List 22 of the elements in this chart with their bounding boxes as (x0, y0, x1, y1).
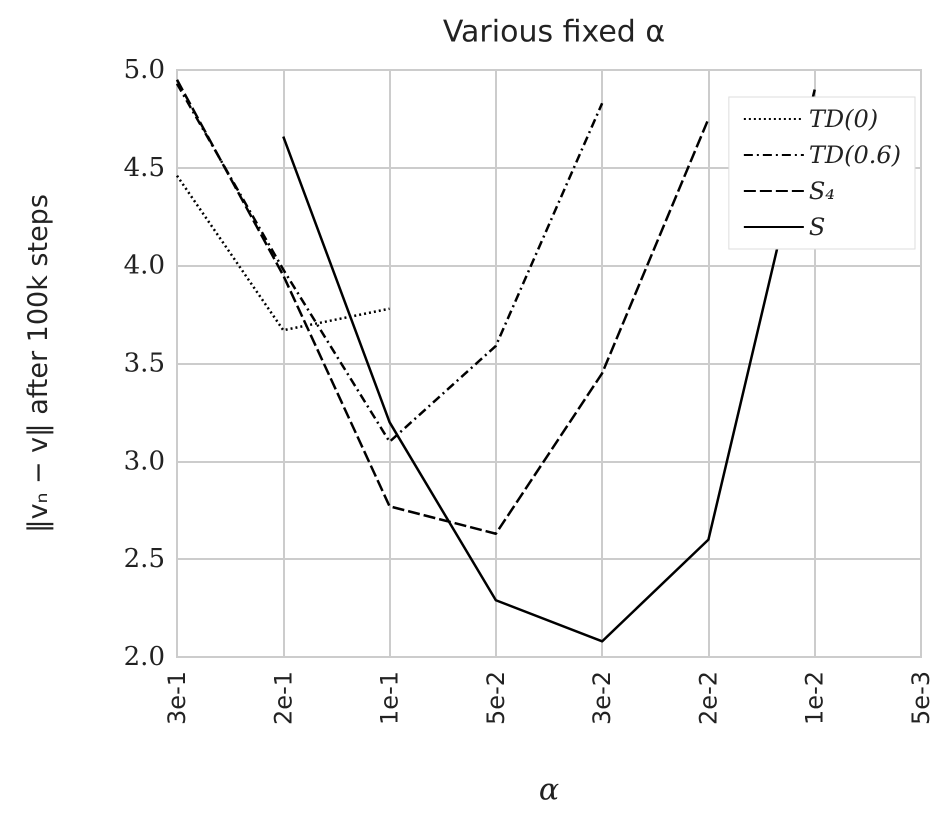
y-tick-label: 3.5 (124, 348, 165, 378)
y-tick-label: 5.0 (124, 55, 165, 85)
y-axis-title: ‖vₙ − v‖ after 100k steps (23, 194, 54, 533)
x-tick-label: 3e-1 (163, 671, 191, 725)
x-tick-label: 3e-2 (588, 671, 616, 725)
x-axis-title: α (538, 772, 560, 808)
chart-title: Various fixed α (442, 14, 666, 50)
y-tick-label: 4.5 (124, 152, 165, 183)
legend-label: TD(0) (808, 105, 878, 133)
x-tick-label: 2e-2 (694, 671, 722, 725)
x-tick-label: 2e-1 (269, 671, 298, 725)
legend-label: TD(0.6) (808, 141, 902, 169)
y-tick-label: 2.0 (124, 642, 165, 672)
x-tick-label: 5e-3 (907, 671, 935, 725)
y-tick-label: 4.0 (124, 250, 165, 281)
x-tick-label: 1e-1 (376, 671, 404, 725)
y-tick-label: 2.5 (124, 544, 165, 574)
legend-label: S (808, 213, 826, 241)
x-tick-label: 1e-2 (800, 671, 829, 725)
x-tick-label: 5e-2 (482, 671, 510, 725)
y-tick-label: 3.0 (124, 446, 165, 476)
legend-label: S₄ (808, 177, 835, 205)
